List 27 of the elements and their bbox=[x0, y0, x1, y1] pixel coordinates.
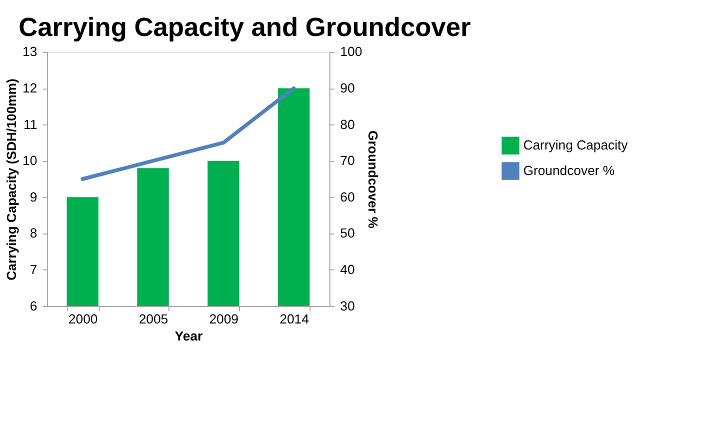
y2-tick-label: 40 bbox=[340, 262, 355, 277]
y-tick-label: 13 bbox=[22, 44, 38, 60]
y-tick-label: 12 bbox=[22, 80, 38, 96]
y2-tick-label: 80 bbox=[340, 116, 355, 132]
y-tick-label: 9 bbox=[30, 189, 38, 204]
x-tick-label: 2005 bbox=[138, 311, 168, 326]
y2-tick-label: 100 bbox=[340, 44, 362, 60]
y-tick-label: 7 bbox=[30, 262, 38, 277]
y-tick-label: 6 bbox=[30, 298, 38, 314]
y-tick-label: 8 bbox=[30, 226, 38, 241]
x-tick-label: 2009 bbox=[209, 311, 239, 326]
x-tick-label: 2000 bbox=[68, 311, 98, 326]
legend-label: Carrying Capacity bbox=[523, 137, 628, 152]
line-series bbox=[80, 86, 296, 181]
y2-axis-title: Groundcover % bbox=[366, 130, 381, 229]
y-tick-label: 10 bbox=[22, 153, 38, 168]
y2-tick-label: 90 bbox=[340, 80, 355, 96]
y-axis-title: Carrying Capacity (SDH/100mm) bbox=[4, 78, 19, 280]
y2-tick-label: 60 bbox=[340, 189, 355, 204]
x-tick-label: 2014 bbox=[280, 311, 309, 326]
y2-tick-label: 30 bbox=[340, 298, 355, 314]
y-tick-label: 11 bbox=[24, 116, 38, 132]
chart-title: Carrying Capacity and Groundcover bbox=[18, 12, 471, 42]
y2-tick-label: 70 bbox=[340, 153, 355, 168]
x-axis-title: Year bbox=[174, 328, 203, 344]
legend-label: Groundcover % bbox=[523, 162, 615, 178]
y2-tick-label: 50 bbox=[340, 226, 355, 241]
